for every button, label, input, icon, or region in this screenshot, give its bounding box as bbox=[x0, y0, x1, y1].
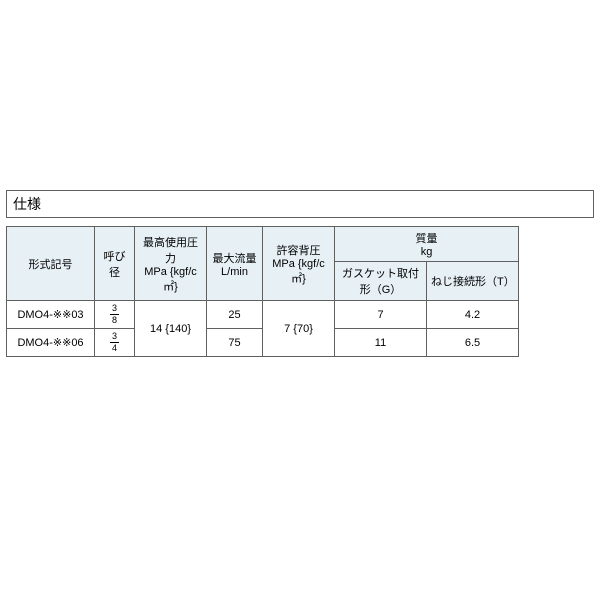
hdr-mass-g: ガスケット取付形（G） bbox=[335, 262, 427, 301]
fraction-num: 3 bbox=[110, 304, 119, 315]
fraction: 3 8 bbox=[110, 304, 119, 325]
fraction: 3 4 bbox=[110, 332, 119, 353]
hdr-mass-l1: 質量 bbox=[416, 233, 438, 245]
cell-model: DMO4-※※03 bbox=[7, 301, 95, 329]
hdr-back-press-l2: MPa {kgf/c㎡} bbox=[272, 258, 325, 285]
cell-max-flow: 25 bbox=[207, 301, 263, 329]
table-row: DMO4-※※03 3 8 14 {140} 25 7 {70} 7 4.2 bbox=[7, 301, 519, 329]
hdr-mass-l2: kg bbox=[421, 246, 433, 258]
cell-mass-g: 7 bbox=[335, 301, 427, 329]
page: 仕様 形式記号 呼び径 最高使用圧力 MPa {kgf/c㎡} bbox=[0, 0, 600, 600]
cell-mass-t: 6.5 bbox=[427, 329, 519, 357]
cell-size: 3 8 bbox=[95, 301, 135, 329]
fraction-den: 4 bbox=[110, 343, 119, 353]
hdr-max-pressure: 最高使用圧力 MPa {kgf/c㎡} bbox=[135, 227, 207, 301]
spec-section: 仕様 形式記号 呼び径 最高使用圧力 MPa {kgf/c㎡} bbox=[6, 190, 594, 357]
cell-max-flow: 75 bbox=[207, 329, 263, 357]
hdr-max-pressure-l2: MPa {kgf/c㎡} bbox=[144, 266, 197, 293]
fraction-den: 8 bbox=[110, 315, 119, 325]
hdr-model: 形式記号 bbox=[7, 227, 95, 301]
cell-max-pressure: 14 {140} bbox=[135, 301, 207, 357]
cell-mass-g: 11 bbox=[335, 329, 427, 357]
hdr-max-flow-l1: 最大流量 bbox=[213, 253, 257, 265]
cell-size: 3 4 bbox=[95, 329, 135, 357]
cell-mass-t: 4.2 bbox=[427, 301, 519, 329]
header-row-1: 形式記号 呼び径 最高使用圧力 MPa {kgf/c㎡} 最大流量 L/min … bbox=[7, 227, 519, 262]
hdr-back-press-l1: 許容背圧 bbox=[277, 245, 321, 257]
hdr-mass: 質量 kg bbox=[335, 227, 519, 262]
hdr-max-flow: 最大流量 L/min bbox=[207, 227, 263, 301]
hdr-size: 呼び径 bbox=[95, 227, 135, 301]
fraction-num: 3 bbox=[110, 332, 119, 343]
hdr-max-flow-l2: L/min bbox=[221, 266, 248, 278]
hdr-back-press: 許容背圧 MPa {kgf/c㎡} bbox=[263, 227, 335, 301]
section-title: 仕様 bbox=[6, 190, 594, 218]
cell-model: DMO4-※※06 bbox=[7, 329, 95, 357]
hdr-mass-t: ねじ接続形（T） bbox=[427, 262, 519, 301]
cell-back-press: 7 {70} bbox=[263, 301, 335, 357]
spec-table: 形式記号 呼び径 最高使用圧力 MPa {kgf/c㎡} 最大流量 L/min … bbox=[6, 226, 519, 357]
hdr-max-pressure-l1: 最高使用圧力 bbox=[143, 237, 198, 265]
